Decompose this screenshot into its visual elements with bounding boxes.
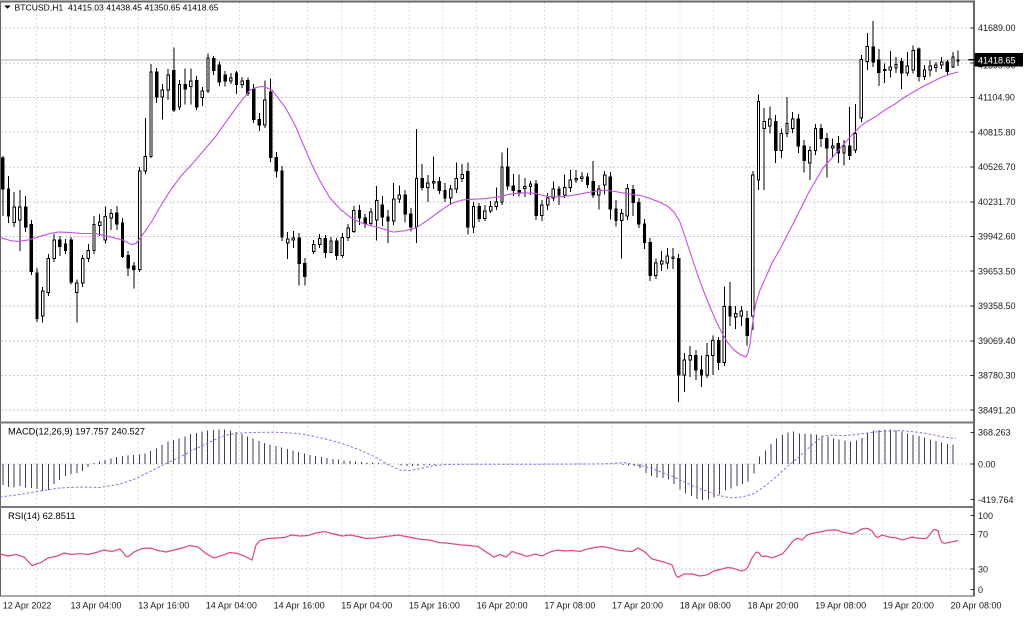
- svg-text:14 Apr 16:00: 14 Apr 16:00: [274, 601, 325, 611]
- svg-text:30: 30: [978, 564, 988, 574]
- svg-text:39358.50: 39358.50: [978, 301, 1016, 311]
- svg-text:41689.00: 41689.00: [978, 23, 1016, 33]
- svg-text:12 Apr 2022: 12 Apr 2022: [3, 601, 52, 611]
- svg-text:19 Apr 20:00: 19 Apr 20:00: [883, 601, 934, 611]
- svg-text:0: 0: [978, 585, 983, 595]
- svg-text:18 Apr 20:00: 18 Apr 20:00: [748, 601, 799, 611]
- svg-text:-419.764: -419.764: [978, 495, 1014, 505]
- svg-text:38780.30: 38780.30: [978, 371, 1016, 381]
- svg-text:39942.60: 39942.60: [978, 232, 1016, 242]
- svg-text:368.263: 368.263: [978, 428, 1011, 438]
- svg-text:70: 70: [978, 530, 988, 540]
- svg-text:RSI(14) 62.8511: RSI(14) 62.8511: [8, 511, 76, 521]
- svg-text:40815.80: 40815.80: [978, 127, 1016, 137]
- svg-text:0.00: 0.00: [978, 459, 996, 469]
- svg-text:38491.20: 38491.20: [978, 405, 1016, 415]
- svg-text:20 Apr 08:00: 20 Apr 08:00: [951, 601, 1002, 611]
- svg-text:41104.90: 41104.90: [978, 93, 1015, 103]
- svg-text:41418.65: 41418.65: [978, 55, 1016, 65]
- svg-text:14 Apr 04:00: 14 Apr 04:00: [206, 601, 257, 611]
- svg-text:17 Apr 20:00: 17 Apr 20:00: [612, 601, 663, 611]
- svg-text:19 Apr 08:00: 19 Apr 08:00: [815, 601, 866, 611]
- svg-text:15 Apr 16:00: 15 Apr 16:00: [409, 601, 460, 611]
- svg-text:40526.70: 40526.70: [978, 162, 1016, 172]
- svg-text:17 Apr 08:00: 17 Apr 08:00: [544, 601, 595, 611]
- svg-text:40231.70: 40231.70: [978, 197, 1016, 207]
- svg-text:39653.50: 39653.50: [978, 266, 1016, 276]
- svg-text:18 Apr 08:00: 18 Apr 08:00: [680, 601, 731, 611]
- svg-text:16 Apr 20:00: 16 Apr 20:00: [477, 601, 528, 611]
- svg-text:15 Apr 04:00: 15 Apr 04:00: [341, 601, 392, 611]
- svg-text:100: 100: [978, 511, 993, 521]
- svg-text:39069.40: 39069.40: [978, 336, 1016, 346]
- svg-text:13 Apr 04:00: 13 Apr 04:00: [71, 601, 122, 611]
- svg-text:13 Apr 16:00: 13 Apr 16:00: [138, 601, 189, 611]
- svg-text:BTCUSD,H1 41415.03 41438.45 4: BTCUSD,H1 41415.03 41438.45 41350.65 414…: [15, 3, 219, 13]
- svg-text:MACD(12,26,9) 197.757 240.527: MACD(12,26,9) 197.757 240.527: [8, 427, 145, 437]
